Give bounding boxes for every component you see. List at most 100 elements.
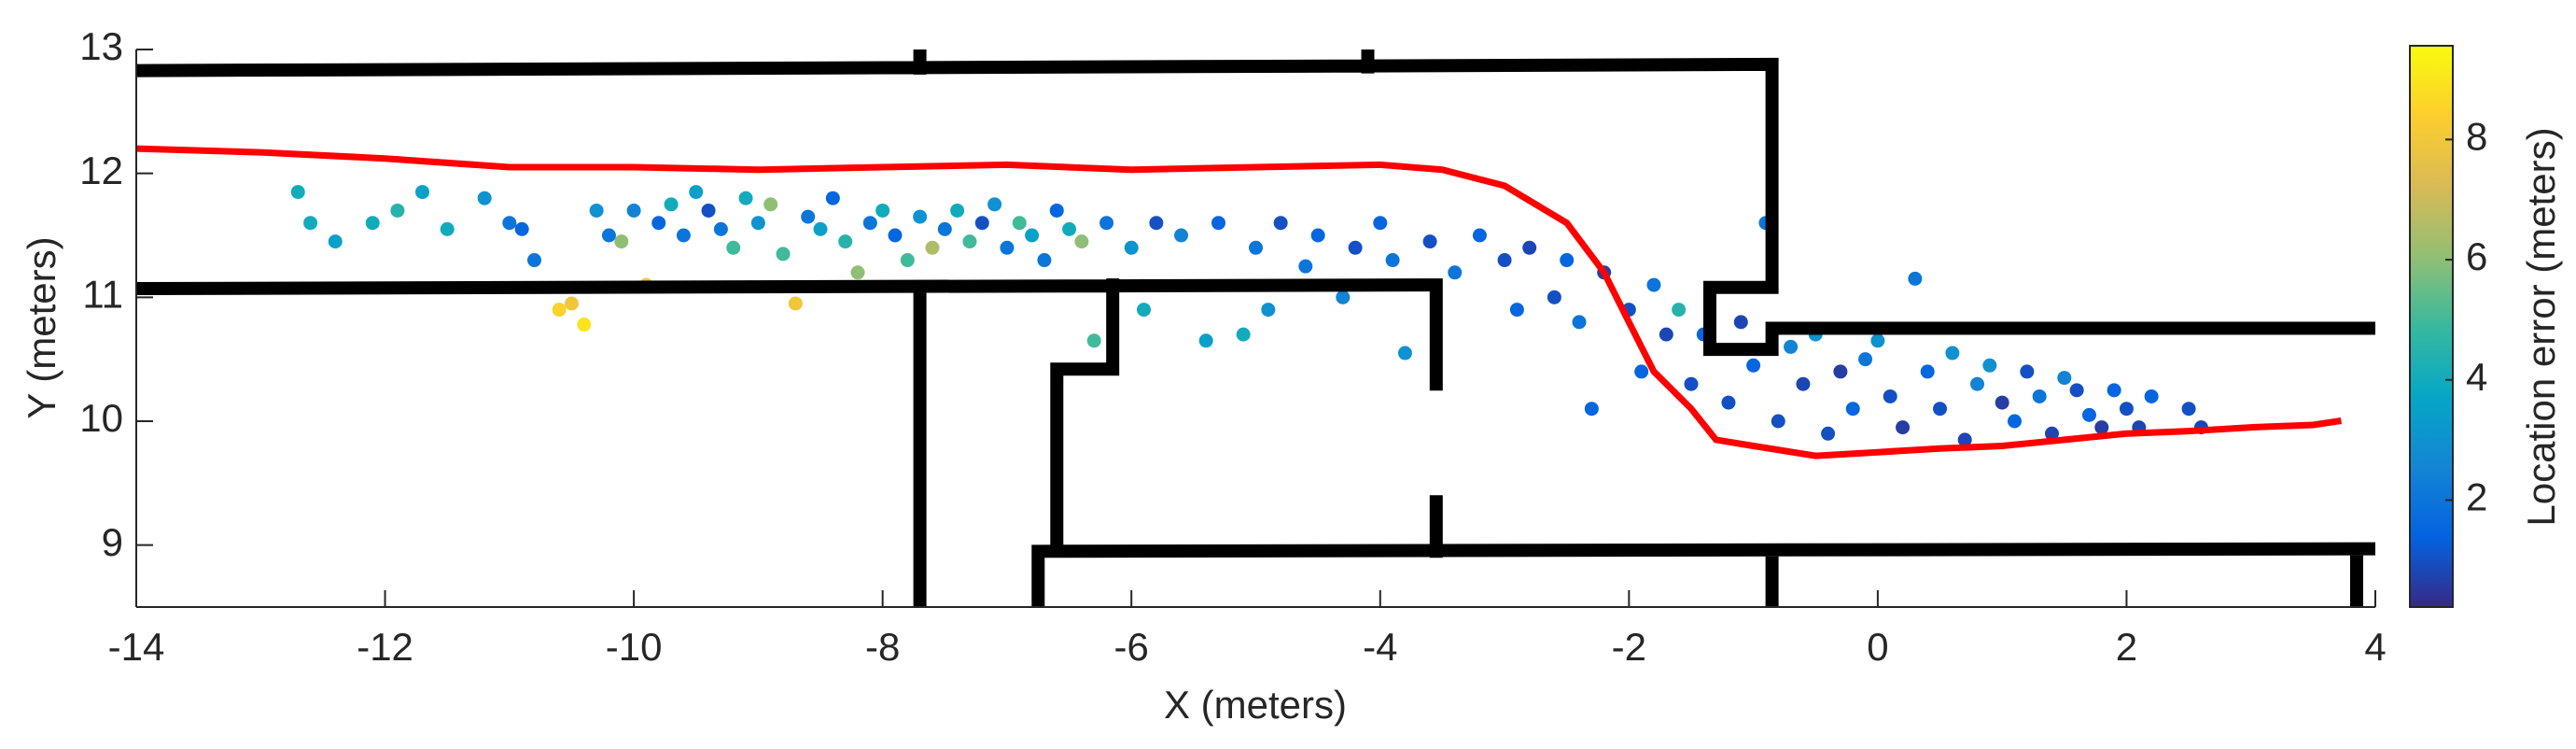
- y-tick-label: 9: [102, 520, 123, 564]
- scatter-point: [365, 216, 380, 231]
- scatter-point: [1945, 346, 1960, 360]
- y-axis-label: Y (meters): [20, 236, 63, 418]
- scatter-point: [552, 303, 567, 318]
- scatter-point: [2057, 371, 2072, 386]
- scatter-point: [689, 185, 704, 200]
- scatter-point: [750, 216, 765, 231]
- scatter-point: [651, 216, 666, 231]
- scatter-point: [2007, 414, 2022, 429]
- scatter-point: [974, 216, 989, 231]
- colorbar-tick-label: 2: [2466, 475, 2487, 519]
- scatter-point: [390, 203, 405, 218]
- scatter-point: [1957, 432, 1972, 447]
- scatter-point: [1249, 240, 1263, 255]
- scatter-point: [738, 191, 753, 205]
- scatter-point: [875, 203, 890, 218]
- scatter-point: [1211, 216, 1226, 231]
- scatter-point: [1733, 315, 1748, 330]
- scatter-point: [526, 253, 541, 268]
- trajectory: [136, 145, 2342, 459]
- x-tick-label: -6: [1114, 625, 1149, 669]
- y-tick-label: 12: [79, 148, 123, 192]
- scatter-point: [1336, 290, 1351, 304]
- scatter-point: [303, 216, 318, 231]
- scatter-point: [1373, 216, 1388, 231]
- scatter-point: [1908, 271, 1923, 286]
- scatter-point: [1174, 228, 1189, 243]
- wall: [136, 49, 2375, 607]
- scatter-point: [589, 203, 604, 218]
- y-tick-label: 13: [79, 24, 123, 68]
- scatter-point: [1509, 303, 1524, 318]
- scatter-point: [290, 185, 305, 200]
- x-tick-label: -12: [357, 625, 413, 669]
- x-tick-label: -4: [1363, 625, 1397, 669]
- scatter-point: [1137, 303, 1152, 318]
- scatter-point: [825, 191, 840, 205]
- scatter-point: [1572, 315, 1587, 330]
- scatter-point: [1397, 346, 1412, 360]
- scatter-point: [726, 240, 741, 255]
- scatter-point: [813, 221, 828, 236]
- scatter-point: [1584, 402, 1599, 417]
- colorbar: [2409, 45, 2454, 608]
- x-axis-label: X (meters): [1164, 683, 1347, 727]
- scatter-point: [1062, 221, 1077, 236]
- scatter-point: [1796, 376, 1811, 391]
- scatter-point: [2144, 389, 2159, 403]
- scatter-point: [2069, 383, 2084, 398]
- scatter-point: [838, 234, 853, 249]
- colorbar-label: Location error (meters): [2519, 127, 2563, 526]
- scatter-point: [1025, 228, 1040, 243]
- scatter-point: [763, 197, 778, 212]
- scatter-point: [415, 185, 430, 200]
- scatter-point: [713, 221, 728, 236]
- x-tick-label: -8: [865, 625, 900, 669]
- scatter-point: [900, 253, 915, 268]
- scatter-point: [962, 234, 977, 249]
- scatter-point: [614, 234, 629, 249]
- scatter-point: [601, 228, 616, 243]
- scatter-point: [2020, 364, 2035, 379]
- scatter-point: [1422, 234, 1437, 249]
- scatter-point: [1086, 333, 1101, 348]
- scatter-point: [1970, 376, 1985, 391]
- x-tick-label: 0: [1867, 625, 1888, 669]
- scatter-point: [1273, 216, 1288, 231]
- scatter-point: [2081, 407, 2096, 422]
- scatter-point: [1933, 402, 1948, 417]
- scatter-point: [1037, 253, 1052, 268]
- y-tick-label: 10: [79, 396, 123, 440]
- scatter-point: [1672, 303, 1687, 318]
- x-tick-label: -2: [1612, 625, 1646, 669]
- scatter-point: [2032, 389, 2047, 403]
- scatter-point: [1124, 240, 1139, 255]
- scatter-point: [937, 221, 952, 236]
- scatter-point: [1659, 327, 1673, 342]
- y-tick-label: 11: [82, 272, 123, 316]
- scatter-point: [1833, 364, 1848, 379]
- scatter-point: [1385, 253, 1400, 268]
- scatter-point: [2044, 426, 2059, 441]
- scatter-point: [1982, 358, 1997, 373]
- scatter-point: [987, 197, 1002, 212]
- x-tick-label: -14: [108, 625, 165, 669]
- scatter-point: [1448, 265, 1463, 280]
- scatter-point: [888, 228, 903, 243]
- scatter-point: [477, 191, 492, 205]
- scatter-point: [2094, 420, 2109, 435]
- scatter-point: [1771, 414, 1785, 429]
- scatter-point: [701, 203, 716, 218]
- scatter-point: [1896, 420, 1911, 435]
- plot-area: [136, 49, 2375, 607]
- scatter-point: [1261, 303, 1276, 318]
- scatter-point: [913, 209, 928, 224]
- scatter-point: [564, 296, 579, 311]
- scatter-point: [1099, 216, 1114, 231]
- scatter-point: [1883, 389, 1897, 403]
- colorbar-tick-label: 4: [2466, 355, 2487, 399]
- x-tick-label: -10: [606, 625, 663, 669]
- scatter-point: [1858, 352, 1873, 367]
